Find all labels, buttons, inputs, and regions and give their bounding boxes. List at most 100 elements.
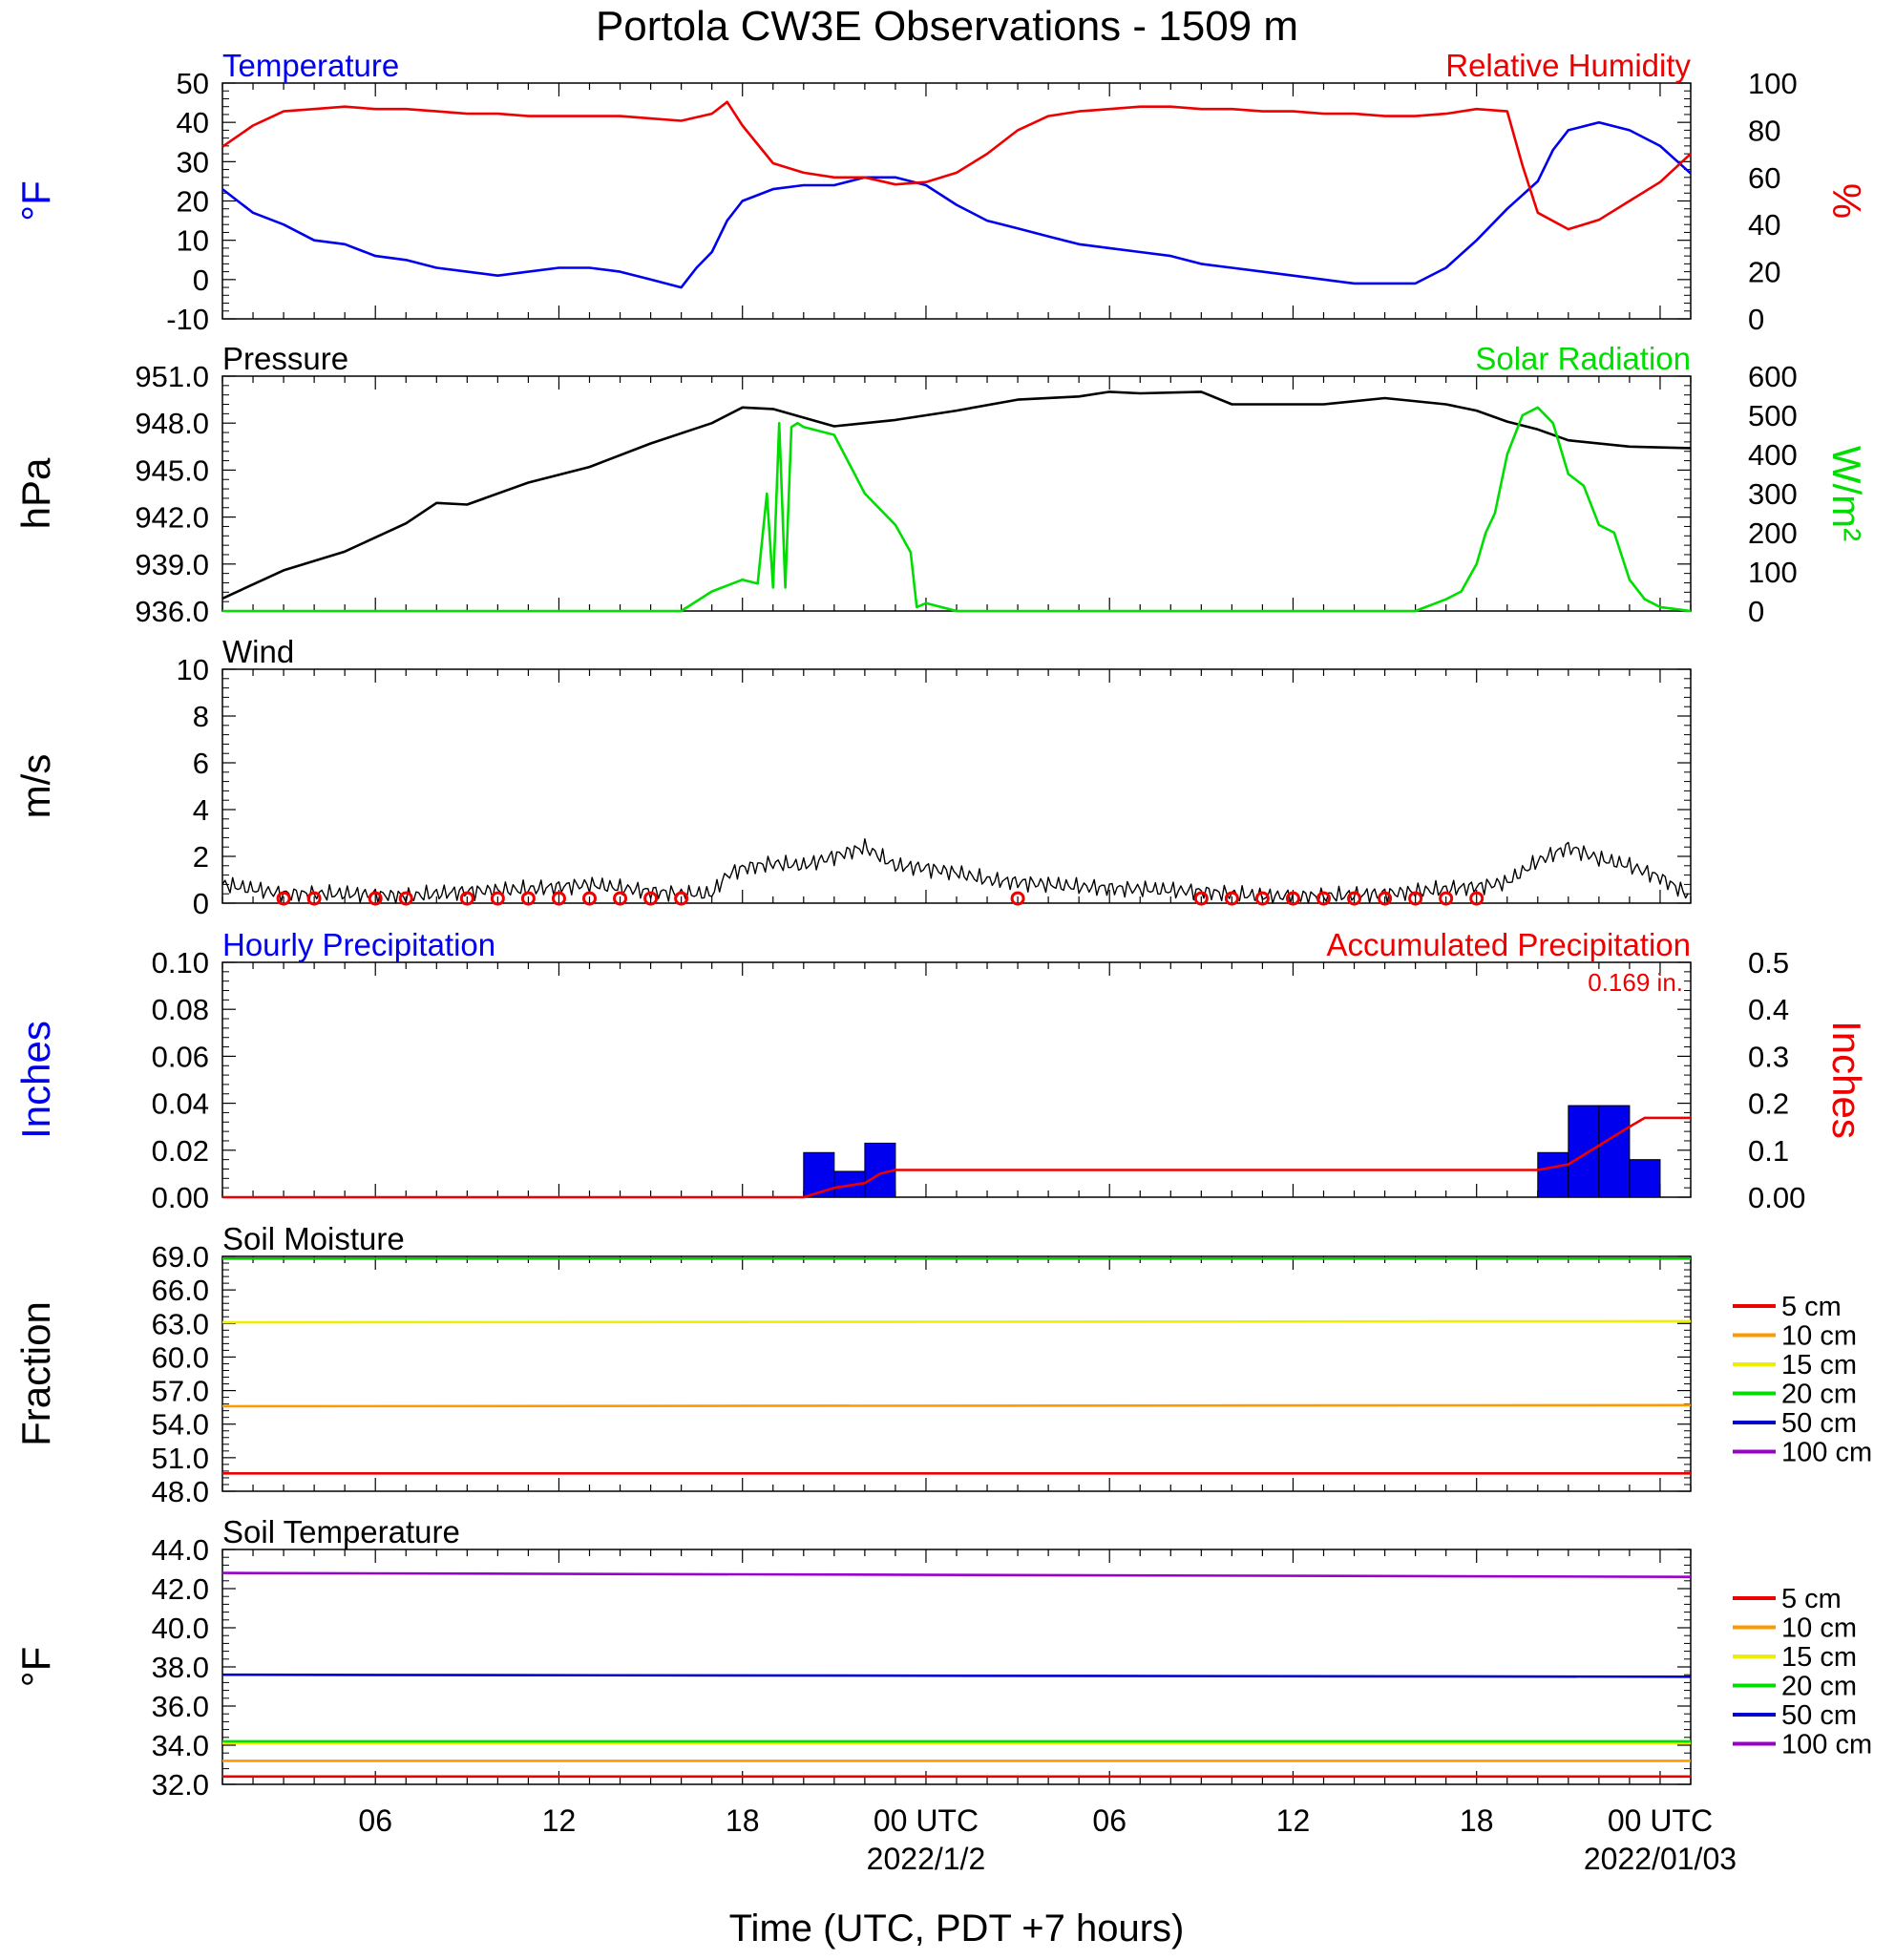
y-tick-label-left: 66.0 [152,1274,209,1307]
y-tick-label-left: 54.0 [152,1408,209,1442]
y-tick-label-right: 0.00 [1748,1181,1805,1214]
panel-precip: 0.10 0.08 0.06 0.04 0.02 0.00 0.5 0.4 0.3 0.2 0.1 0… [13,927,1869,1214]
legend-label: 100 cm [1781,1438,1872,1468]
legend-label: 15 cm [1781,1350,1857,1380]
y-tick-label-left: 20 [177,185,209,219]
y-tick-label-right: 0.1 [1748,1134,1789,1168]
calm-wind-marker [306,891,322,906]
calm-wind-marker [582,891,597,906]
calm-wind-marker [1408,891,1423,906]
y-tick-label-left: 63.0 [152,1307,209,1340]
y-tick-label-left: 0.02 [152,1134,209,1168]
y-axis-label-left: °F [13,180,58,221]
time-tick-label: 06 [358,1803,392,1838]
series-line-pressure [221,390,1692,601]
y-tick-label-right: 0.2 [1748,1087,1789,1121]
calm-wind-marker [643,891,659,906]
calm-wind-marker [1378,891,1393,906]
y-tick-label-left: 69.0 [152,1240,209,1274]
y-tick-label-right: 600 [1748,360,1798,393]
y-tick-label-left: 60.0 [152,1340,209,1374]
y-tick-label-left: 945.0 [135,453,209,487]
y-tick-label-right: 0 [1748,303,1764,336]
calm-wind-marker [459,891,474,906]
x-axis-label: Time (UTC, PDT +7 hours) [729,1907,1185,1949]
y-tick-label-left: 0.10 [152,946,209,980]
legend-label: 20 cm [1781,1380,1857,1410]
time-tick-label: 00 UTC [1608,1803,1713,1838]
y-axis-label-left: Fraction [13,1301,58,1446]
calm-wind-marker [1469,891,1484,906]
y-tick-label-left: 942.0 [135,501,209,535]
y-tick-label-left: 50 [177,67,209,100]
plot-frame [221,1549,1692,1785]
calm-wind-marker [1439,891,1454,906]
panel-title-left: Soil Moisture [222,1221,405,1256]
series-line-solar-radiation [222,406,1692,613]
time-tick-date-label: 2022/01/03 [1584,1842,1737,1876]
calm-wind-marker [1347,891,1362,906]
precip-bar [1537,1151,1569,1198]
series-line-15-cm [221,1319,1692,1324]
series-line-50-cm [221,1673,1692,1678]
y-tick-label-left: -10 [166,303,209,336]
y-tick-label-left: 6 [193,747,209,780]
y-tick-label-right: 40 [1748,208,1780,242]
calm-wind-marker [1316,891,1331,906]
time-tick-label: 18 [726,1803,760,1838]
legend-label: 50 cm [1781,1408,1857,1439]
panel-soil_moisture: 69.066.063.060.057.054.051.048.0 Soil Moi… [13,1221,1872,1508]
panel-wind: 10 8 6 4 2 0 Wind m/s [13,634,1692,920]
y-tick-label-left: 51.0 [152,1442,209,1475]
y-tick-label-left: 40 [177,106,209,139]
series-line-temperature [221,120,1692,289]
y-tick-label-left: 4 [193,793,209,827]
panel-title-left: Hourly Precipitation [222,927,495,962]
series-line-relative-humidity [221,100,1692,231]
panel-title-right: Accumulated Precipitation [1326,927,1691,962]
panel-title-left: Pressure [222,341,348,376]
plot-frame [221,82,1692,320]
y-tick-label-right: 400 [1748,438,1798,472]
precip-bar [1568,1105,1600,1198]
panel-soil_temp: 44.0 42.0 40.0 38.0 36.0 34.0 32.0 Soil Tempera… [13,1514,1872,1802]
time-axis: 06 12 18 00 UTC 2022/1/2 06 12 18 00 UTC 2022/01/… [358,1803,1737,1876]
calm-wind-marker [1193,891,1209,906]
y-tick-label-right: 80 [1748,114,1780,147]
y-tick-label-left: 32.0 [152,1768,209,1802]
accumulated-total-label: 0.169 in. [1588,968,1683,997]
y-tick-label-left: 34.0 [152,1729,209,1762]
y-tick-label-left: 0.04 [152,1087,209,1121]
series-line-accumulated-precipitation [222,1116,1691,1199]
y-tick-label-left: 939.0 [135,548,209,581]
y-tick-label-left: 0.00 [152,1181,209,1214]
calm-wind-marker [613,891,628,906]
legend-label: 10 cm [1781,1321,1857,1352]
legend-label: 10 cm [1781,1613,1857,1644]
y-tick-label-right: 200 [1748,516,1798,550]
calm-wind-marker [674,891,689,906]
panel-title-right: Solar Radiation [1475,341,1691,376]
y-axis-label-left: Inches [13,1021,58,1139]
calm-wind-marker [1224,891,1239,906]
y-axis-label-right: % [1824,183,1869,219]
y-tick-label-right: 0.5 [1748,946,1789,980]
y-axis-label-left: °F [13,1647,58,1687]
y-tick-label-right: 0.3 [1748,1040,1789,1073]
y-tick-label-left: 8 [193,700,209,733]
time-tick-date-label: 2022/1/2 [867,1842,986,1876]
y-tick-label-left: 44.0 [152,1533,209,1567]
precip-bar [803,1151,835,1198]
plot-frame [221,1255,1692,1492]
time-tick-label: 06 [1092,1803,1126,1838]
y-tick-label-right: 100 [1748,556,1798,589]
y-tick-label-left: 57.0 [152,1375,209,1408]
legend-label: 15 cm [1781,1642,1857,1673]
time-tick-label: 18 [1460,1803,1494,1838]
y-tick-label-right: 300 [1748,477,1798,511]
time-tick-label: 00 UTC [874,1803,979,1838]
y-tick-label-left: 42.0 [152,1572,209,1606]
calm-wind-marker [398,891,413,906]
